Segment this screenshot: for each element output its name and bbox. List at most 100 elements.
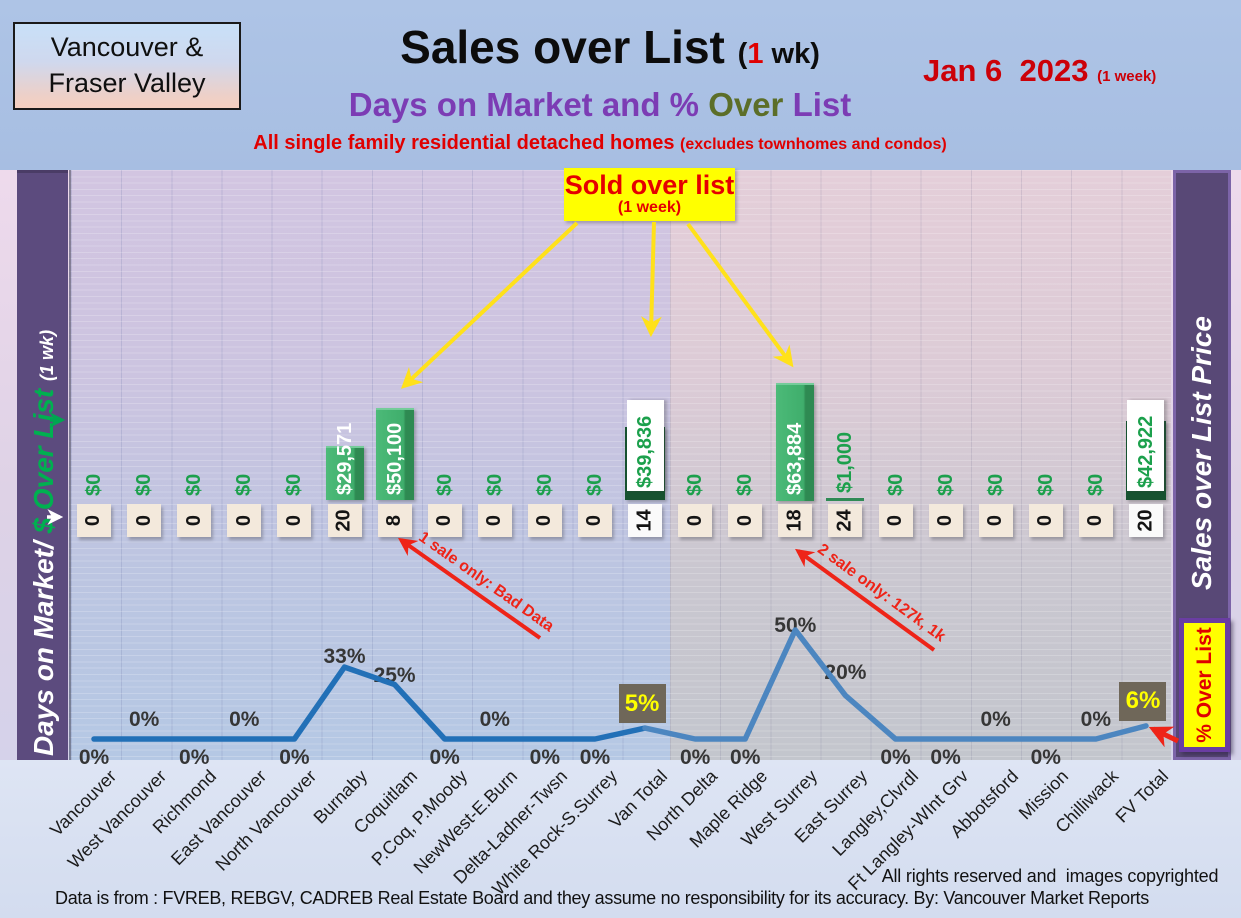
- day-box-15: 24: [828, 504, 863, 537]
- day-box-13: 0: [728, 504, 763, 537]
- date-note: (1 week): [1097, 68, 1157, 85]
- dollar-label-19: $0: [1034, 473, 1057, 496]
- dollar-label-7: $0: [433, 473, 456, 496]
- logo-box: Vancouver & Fraser Valley: [13, 22, 241, 110]
- day-value-8: 0: [483, 514, 506, 527]
- logo-line1: Vancouver &: [50, 32, 204, 63]
- left-axis-days: Days on Market/: [28, 541, 59, 756]
- callout-line1: Sold over list: [564, 170, 735, 200]
- day-box-2: 0: [177, 504, 212, 537]
- day-value-0: 0: [82, 514, 105, 527]
- title-note-num: 1: [747, 38, 764, 70]
- tagline-main: All single family residential detached h…: [253, 132, 681, 154]
- day-value-20: 0: [1084, 514, 1107, 527]
- pct-label-18: 0%: [980, 708, 1011, 731]
- footer-band: [0, 760, 1241, 918]
- dollar-label-11: $39,836: [634, 415, 657, 488]
- dollar-label-5: $29,571: [333, 422, 356, 495]
- dollar-bar-15: [826, 497, 865, 501]
- day-box-20: 0: [1078, 504, 1113, 537]
- pct-label-0: 0%: [78, 746, 110, 769]
- pct-label-12: 0%: [679, 746, 711, 769]
- day-box-12: 0: [678, 504, 713, 537]
- dollar-label-box-21: [1127, 400, 1165, 491]
- header-band: Vancouver & Fraser Valley Sales over Lis…: [0, 0, 1241, 170]
- day-value-2: 0: [182, 514, 205, 527]
- dollar-label-2: $0: [183, 473, 206, 496]
- date-text: Jan 6 2023: [923, 53, 1089, 88]
- dollar-label-6: $50,100: [383, 422, 406, 495]
- pct-label-5: 33%: [323, 645, 366, 669]
- dollar-label-14: $63,884: [784, 422, 807, 495]
- dollar-label-9: $0: [533, 473, 556, 496]
- dollar-label-8: $0: [483, 473, 506, 496]
- day-box-10: 0: [577, 504, 612, 537]
- pct-over-list-text: % Over List: [1192, 627, 1216, 743]
- pct-label-9: 0%: [529, 746, 561, 769]
- pct-label-2: 0%: [179, 746, 210, 769]
- day-value-12: 0: [683, 514, 706, 527]
- day-box-5: 20: [327, 504, 362, 537]
- day-box-0: 0: [77, 504, 112, 537]
- day-value-13: 0: [733, 514, 756, 527]
- dollar-label-0: $0: [83, 473, 106, 496]
- date-label: Jan 6 2023 (1 week): [923, 53, 1223, 89]
- day-value-19: 0: [1034, 514, 1057, 527]
- dollar-label-20: $0: [1084, 473, 1107, 496]
- day-box-9: 0: [527, 504, 562, 537]
- pct-label-3: 0%: [229, 708, 260, 731]
- dollar-label-4: $0: [283, 473, 306, 496]
- day-box-1: 0: [127, 504, 162, 537]
- day-box-18: 0: [978, 504, 1013, 537]
- day-box-7: 0: [427, 504, 462, 537]
- subtitle-part2: Over: [708, 86, 784, 123]
- pct-label-17: 0%: [930, 746, 961, 769]
- dollar-label-16: $0: [884, 473, 907, 496]
- source-line: Data is from : FVREB, REBGV, CADREB Real…: [55, 888, 1149, 908]
- day-box-19: 0: [1028, 504, 1063, 537]
- left-axis-title: Days on Market/ $ Over List (1 wk): [28, 329, 59, 756]
- title-note: (1 wk): [738, 38, 820, 70]
- day-box-14: 18: [778, 504, 813, 537]
- day-value-4: 0: [282, 514, 305, 527]
- sold-over-list-callout: Sold over list (1 week): [564, 168, 735, 221]
- pct-box-21: 6%: [1119, 681, 1167, 721]
- pct-label-16: 0%: [880, 746, 911, 769]
- day-box-16: 0: [878, 504, 913, 537]
- left-axis-wk: (1 wk): [37, 329, 57, 381]
- title-note-rest: wk): [763, 38, 820, 70]
- left-axis-sidebar: [17, 170, 68, 760]
- dollar-label-21: $42,922: [1134, 415, 1157, 488]
- day-box-4: 0: [277, 504, 312, 537]
- day-box-3: 0: [227, 504, 262, 537]
- day-value-18: 0: [984, 514, 1007, 527]
- right-axis-text: Sales over List Price: [1186, 316, 1217, 590]
- logo-line2: Fraser Valley: [48, 68, 206, 98]
- callout-line2: (1 week): [617, 199, 682, 217]
- day-box-6: 8: [377, 504, 412, 537]
- tagline: All single family residential detached h…: [0, 132, 1200, 155]
- pct-over-list-badge: % Over List: [1179, 618, 1230, 752]
- dollar-label-12: $0: [684, 473, 707, 496]
- pct-label-1: 0%: [128, 708, 160, 731]
- day-value-16: 0: [884, 514, 906, 527]
- day-value-14: 18: [783, 509, 806, 532]
- dollar-label-15: $1,000: [834, 431, 857, 493]
- pct-label-15: 20%: [824, 661, 867, 685]
- day-box-17: 0: [928, 504, 963, 537]
- pct-box-11: 5%: [618, 684, 666, 724]
- left-axis-over: $ Over List: [28, 380, 59, 542]
- day-value-7: 0: [433, 514, 456, 527]
- day-value-5: 20: [333, 509, 355, 532]
- day-box-11: 14: [628, 504, 663, 537]
- subtitle-part1: Days on Market and %: [348, 86, 709, 123]
- day-value-1: 0: [132, 514, 155, 527]
- day-value-3: 0: [232, 514, 255, 527]
- dollar-label-box-11: [626, 400, 664, 491]
- pct-label-6: 25%: [373, 663, 416, 687]
- pct-label-10: 0%: [579, 746, 611, 769]
- dollar-label-18: $0: [984, 473, 1007, 496]
- day-value-6: 8: [383, 514, 406, 527]
- day-box-21: 20: [1128, 504, 1163, 537]
